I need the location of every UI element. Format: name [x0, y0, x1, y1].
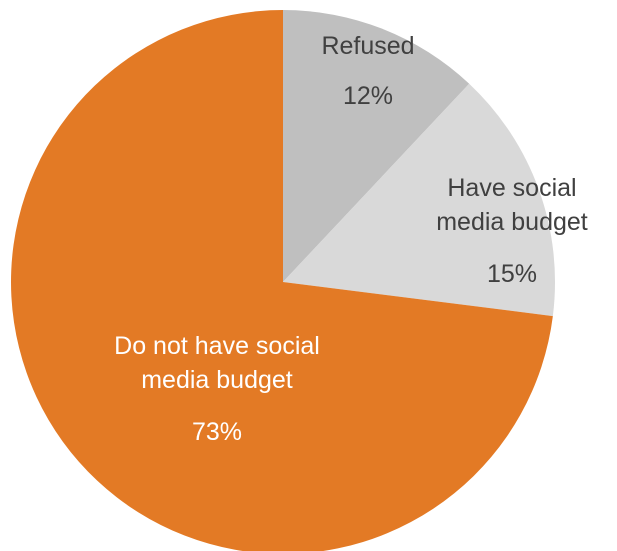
slice-value-label-2: 15%	[487, 260, 537, 288]
pie-slices	[11, 10, 556, 551]
pie-labels: Refused 12% Have social media budget 15% Do n…	[114, 32, 588, 446]
slice-label-1-line-1: Refused	[321, 32, 414, 60]
slice-label-3-line-2: media budget	[141, 366, 293, 394]
slice-label-3-line-1: Do not have social	[114, 332, 320, 360]
slice-value-label-3: 73%	[192, 418, 242, 446]
pie-slice-1	[283, 10, 470, 282]
pie-slice-2	[283, 83, 556, 317]
pie-slice-3	[11, 10, 553, 551]
slice-value-label-1: 12%	[343, 82, 393, 110]
slice-label-2-line-2: media budget	[436, 208, 588, 236]
slice-label-2-line-1: Have social	[447, 174, 576, 202]
